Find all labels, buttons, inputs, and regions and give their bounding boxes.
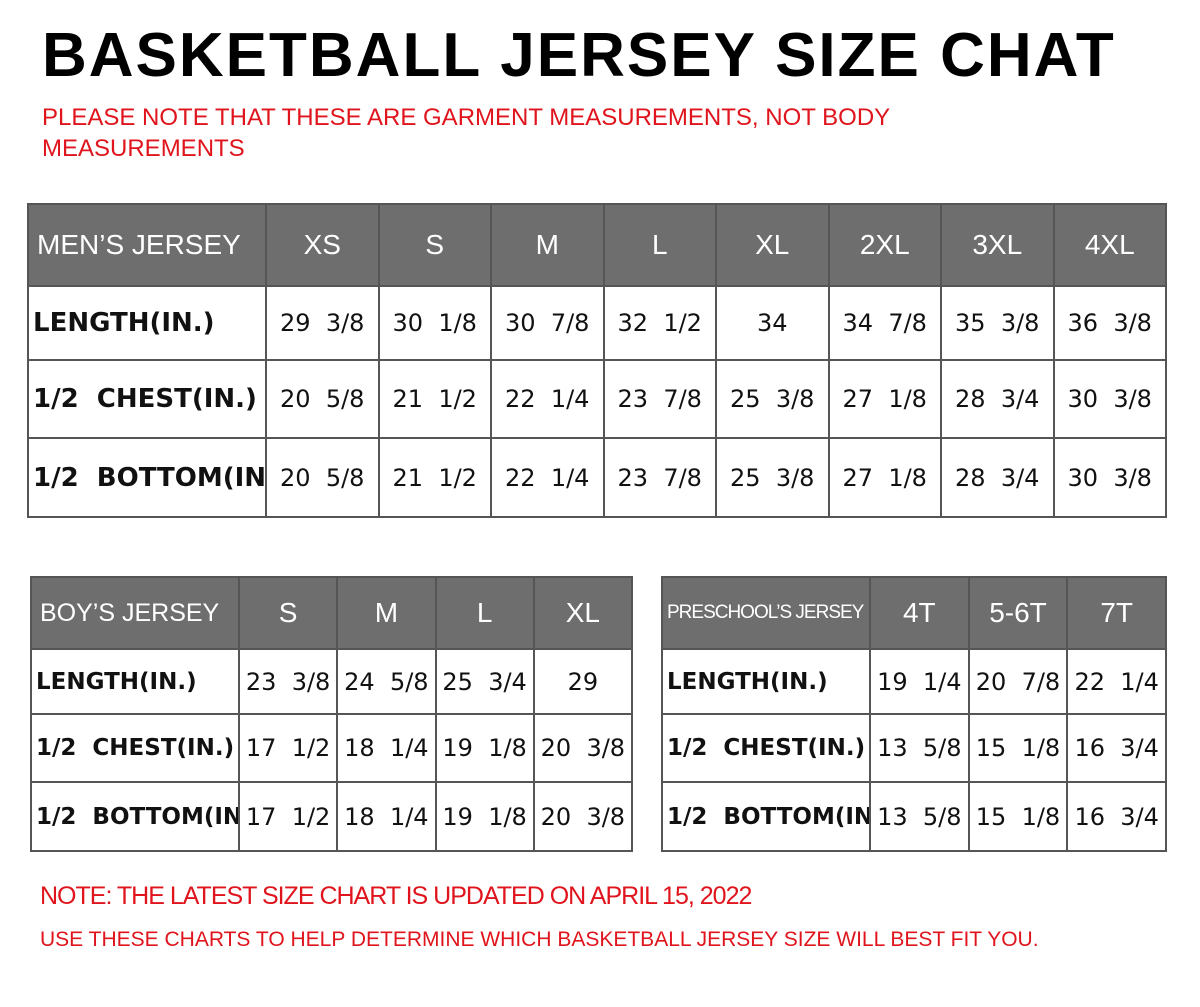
- measurement-value: 29 3/8: [265, 285, 380, 361]
- preschool-size-table: PRESCHOOL’S JERSEY 4T 5-6T 7T LENGTH(IN.) 19 …: [661, 576, 1167, 852]
- size-header: 4XL: [1052, 203, 1167, 287]
- update-note: NOTE: THE LATEST SIZE CHART IS UPDATED O…: [40, 882, 752, 910]
- measurement-label: LENGTH(IN.): [27, 285, 267, 361]
- measurement-value: 13 5/8: [869, 713, 970, 783]
- measurement-value: 22 1/4: [490, 437, 605, 518]
- measurement-value: 23 3/8: [237, 648, 339, 715]
- measurement-value: 16 3/4: [1066, 713, 1167, 783]
- table-row: 1/2 BOTTOM(IN.) 13 5/8 15 1/8 16 3/4: [661, 781, 1167, 852]
- boys-size-table: BOY’S JERSEY S M L XL LENGTH(IN.) 23 3/8 24 5/8…: [30, 576, 634, 852]
- measurement-value: 30 1/8: [377, 285, 492, 361]
- table-row: 1/2 BOTTOM(IN.) 17 1/2 18 1/4 19 1/8 20 3/8: [30, 781, 634, 852]
- measurement-value: 16 3/4: [1066, 781, 1167, 852]
- page-title: BASKETBALL JERSEY SIZE CHAT: [42, 21, 1116, 90]
- table-title: BOY’S JERSEY: [30, 576, 240, 650]
- mens-size-table: MEN’S JERSEY XS S M L XL 2XL 3XL 4XL LENGTH(IN.) 2…: [27, 203, 1167, 518]
- table-row: LENGTH(IN.) 29 3/8 30 1/8 30 7/8 32 1/2 34 34 …: [27, 285, 1167, 361]
- measurement-value: 25 3/8: [715, 359, 830, 439]
- size-header: XL: [532, 576, 634, 650]
- measurement-value: 29: [532, 648, 634, 715]
- size-header: M: [336, 576, 437, 650]
- size-header: 4T: [869, 576, 970, 650]
- size-header: S: [237, 576, 339, 650]
- measurement-value: 20 5/8: [265, 359, 380, 439]
- measurement-value: 36 3/8: [1052, 285, 1167, 361]
- table-title: PRESCHOOL’S JERSEY: [661, 576, 871, 650]
- measurement-value: 13 5/8: [869, 781, 970, 852]
- measurement-value: 24 5/8: [336, 648, 437, 715]
- measurement-value: 15 1/8: [967, 713, 1069, 783]
- table-row: LENGTH(IN.) 23 3/8 24 5/8 25 3/4 29: [30, 648, 634, 715]
- measurement-label: 1/2 BOTTOM(IN.): [661, 781, 871, 852]
- measurement-value: 22 1/4: [1066, 648, 1167, 715]
- measurement-value: 30 3/8: [1052, 437, 1167, 518]
- measurement-value: 25 3/8: [715, 437, 830, 518]
- measurement-value: 23 7/8: [602, 359, 717, 439]
- measurement-label: LENGTH(IN.): [661, 648, 871, 715]
- measurement-value: 32 1/2: [602, 285, 717, 361]
- measurement-value: 17 1/2: [237, 713, 339, 783]
- measurement-value: 25 3/4: [434, 648, 535, 715]
- measurement-value: 28 3/4: [940, 437, 1055, 518]
- measurement-value: 19 1/8: [434, 781, 535, 852]
- table-row: 1/2 BOTTOM(IN.) 20 5/8 21 1/2 22 1/4 23 7/8 2…: [27, 437, 1167, 518]
- measurement-value: 30 7/8: [490, 285, 605, 361]
- measurement-label: 1/2 CHEST(IN.): [661, 713, 871, 783]
- measurement-value: 23 7/8: [602, 437, 717, 518]
- table-row: 1/2 CHEST(IN.) 17 1/2 18 1/4 19 1/8 20 3/8: [30, 713, 634, 783]
- size-header: XL: [715, 203, 830, 287]
- header-row: BOY’S JERSEY S M L XL: [30, 576, 634, 650]
- measurement-value: 18 1/4: [336, 713, 437, 783]
- measurement-label: LENGTH(IN.): [30, 648, 240, 715]
- measurement-label: 1/2 BOTTOM(IN.): [27, 437, 267, 518]
- header-row: MEN’S JERSEY XS S M L XL 2XL 3XL 4XL: [27, 203, 1167, 287]
- measurement-label: 1/2 BOTTOM(IN.): [30, 781, 240, 852]
- measurement-value: 35 3/8: [940, 285, 1055, 361]
- size-header: L: [434, 576, 535, 650]
- measurement-value: 17 1/2: [237, 781, 339, 852]
- measurement-value: 21 1/2: [377, 359, 492, 439]
- table-row: 1/2 CHEST(IN.) 20 5/8 21 1/2 22 1/4 23 7/8 25…: [27, 359, 1167, 439]
- measurement-value: 30 3/8: [1052, 359, 1167, 439]
- measurement-label: 1/2 CHEST(IN.): [27, 359, 267, 439]
- size-header: S: [377, 203, 492, 287]
- measurement-value: 20 3/8: [532, 781, 634, 852]
- size-header: L: [602, 203, 717, 287]
- measurement-value: 18 1/4: [336, 781, 437, 852]
- measurement-value: 34: [715, 285, 830, 361]
- table-row: LENGTH(IN.) 19 1/4 20 7/8 22 1/4: [661, 648, 1167, 715]
- measurement-value: 19 1/4: [869, 648, 970, 715]
- measurement-value: 27 1/8: [827, 359, 942, 439]
- measurement-value: 15 1/8: [967, 781, 1069, 852]
- size-header: 7T: [1066, 576, 1167, 650]
- measurement-value: 20 7/8: [967, 648, 1069, 715]
- measurement-value: 27 1/8: [827, 437, 942, 518]
- measurement-value: 28 3/4: [940, 359, 1055, 439]
- measurement-value: 20 5/8: [265, 437, 380, 518]
- size-header: 5-6T: [967, 576, 1069, 650]
- table-title: MEN’S JERSEY: [27, 203, 267, 287]
- garment-note: PLEASE NOTE THAT THESE ARE GARMENT MEASU…: [42, 104, 890, 162]
- size-header: 2XL: [827, 203, 942, 287]
- measurement-value: 19 1/8: [434, 713, 535, 783]
- size-header: XS: [265, 203, 380, 287]
- header-row: PRESCHOOL’S JERSEY 4T 5-6T 7T: [661, 576, 1167, 650]
- measurement-value: 21 1/2: [377, 437, 492, 518]
- table-row: 1/2 CHEST(IN.) 13 5/8 15 1/8 16 3/4: [661, 713, 1167, 783]
- size-header: 3XL: [940, 203, 1055, 287]
- size-header: M: [490, 203, 605, 287]
- measurement-label: 1/2 CHEST(IN.): [30, 713, 240, 783]
- usage-note: USE THESE CHARTS TO HELP DETERMINE WHICH…: [40, 928, 1039, 951]
- measurement-value: 22 1/4: [490, 359, 605, 439]
- measurement-value: 34 7/8: [827, 285, 942, 361]
- measurement-value: 20 3/8: [532, 713, 634, 783]
